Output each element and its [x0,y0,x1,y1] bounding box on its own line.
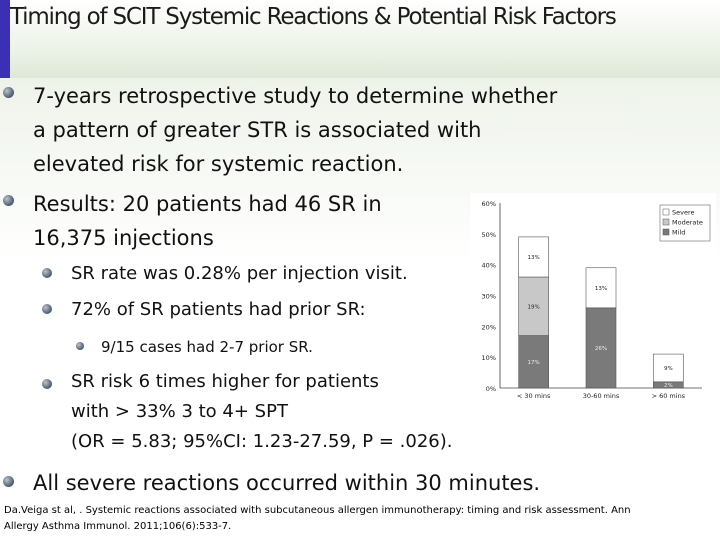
citation-line-2: Allergy Asthma Immunol. 2011;106(6):533-… [4,521,232,532]
bar-segment-mild [518,335,549,389]
bar-data-label: 19% [528,304,540,310]
y-tick-label: 40% [482,262,496,270]
sub-sub-bullet-icon [76,342,84,350]
bullet-icon [3,87,14,98]
bullet-1-line-1: 7-years retrospective study to determine… [33,84,558,108]
bar-segment-severe [518,236,549,278]
x-tick-label: > 60 mins [652,392,686,400]
sub-bullet-icon [42,304,52,314]
bar-segment-severe [653,353,684,383]
bar-data-label: 17% [528,360,540,366]
legend-swatch-mild [662,228,670,236]
sub-bullet-icon [42,268,52,278]
sub-sub-bullet-cases: 9/15 cases had 2-7 prior SR. [101,338,313,356]
sub-bullet-prior-sr: 72% of SR patients had prior SR: [71,299,366,320]
sub-bullet-risk-line-3: (OR = 5.83; 95%CI: 1.23-27.59, P = .026)… [71,431,453,452]
y-tick-label: 50% [482,231,496,239]
bar-data-label: 9% [664,366,673,372]
sub-bullet-sr-rate: SR rate was 0.28% per injection visit. [71,263,408,284]
legend-swatch-moderate [662,218,670,226]
citation-footnote: Da.Veiga st al, . Systemic reactions ass… [4,503,716,535]
y-tick-label: 60% [482,200,496,208]
bullet-1-line-3: elevated risk for systemic reaction. [33,152,404,176]
title-band [0,0,720,78]
sub-bullet-risk-line-1: SR risk 6 times higher for patients [71,371,379,392]
bullet-2-line-2: 16,375 injections [33,226,214,250]
sub-bullet-icon [42,379,52,389]
stacked-bar-chart: 0% 10% 20% 30% 40% 50% 60% 17% 19% 13% < 30 mins 26… [470,193,716,409]
bullet-2-line-1: Results: 20 patients had 46 SR in [33,192,382,216]
bar-data-label: 13% [595,286,607,292]
bullet-3-text: All severe reactions occurred within 30 … [33,471,541,495]
bar-segment-moderate [518,276,549,336]
y-tick-label: 10% [482,354,496,362]
bullet-1-line-2: a pattern of greater STR is associated w… [33,118,482,142]
bullet-icon [3,195,14,206]
bar-segment-mild [585,307,617,389]
legend-label: Mild [672,229,685,237]
slide-title: Timing of SCIT Systemic Reactions & Pote… [10,4,617,30]
bar-data-label: 2% [664,383,673,389]
bar-segment-severe [585,267,617,309]
x-tick-label: < 30 mins [517,392,551,400]
legend-label: Moderate [672,219,703,227]
legend-label: Severe [672,209,695,217]
bar-data-label: 26% [595,346,607,352]
citation-line-1: Da.Veiga st al, . Systemic reactions ass… [4,505,631,516]
y-tick-label: 30% [482,293,496,301]
bullet-icon [3,476,14,487]
accent-bar [0,0,10,78]
x-tick-label: 30-60 mins [583,392,620,400]
sub-bullet-risk-line-2: with > 33% 3 to 4+ SPT [71,401,288,422]
bar-data-label: 13% [528,255,540,261]
legend-swatch-severe [662,208,670,216]
y-tick-label: 20% [482,323,496,331]
chart-svg: 0% 10% 20% 30% 40% 50% 60% 17% 19% 13% < 30 mins 26… [482,200,711,400]
y-tick-label: 0% [486,385,496,393]
